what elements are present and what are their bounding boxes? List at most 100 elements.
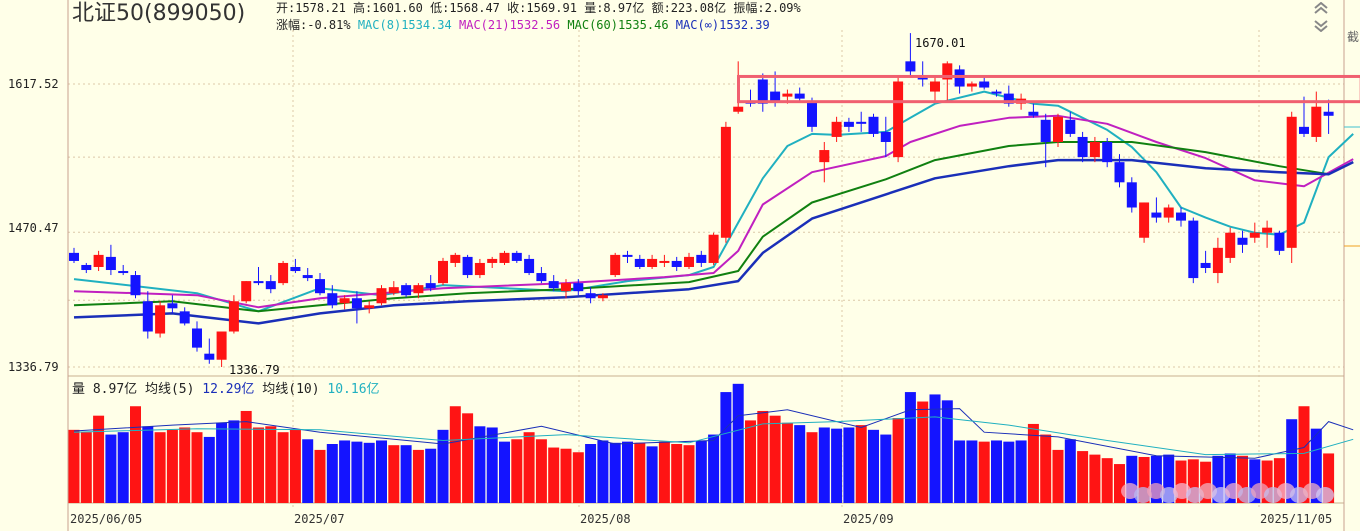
volume-bar [388, 445, 399, 503]
candle-body [192, 328, 202, 347]
candle-body [1090, 142, 1100, 157]
amp-value: 2.09% [765, 1, 801, 15]
vol-legend-label: 量 [72, 382, 85, 397]
volume-bar [142, 426, 153, 503]
candle-body [733, 107, 743, 112]
candle-body [1250, 233, 1260, 238]
volume-bar [179, 427, 190, 503]
volume-bar [105, 435, 116, 503]
candle-body [623, 255, 633, 257]
volume-bar [81, 432, 92, 503]
side-char: 截 [1347, 30, 1359, 44]
volume-bar [1016, 440, 1027, 503]
volume-bar [192, 432, 203, 503]
vol-value: 8.97亿 [603, 1, 644, 15]
candle-body [770, 92, 780, 102]
candle-body [709, 235, 719, 263]
volume-bar [1102, 458, 1113, 503]
mac21-value: 1532.56 [510, 18, 561, 32]
candle-body [352, 298, 362, 308]
candle-body [635, 259, 645, 267]
resistance-box [739, 76, 1360, 101]
candle-body [893, 81, 903, 157]
candle-body [647, 259, 657, 267]
candle-body [278, 263, 288, 283]
candle-body [1176, 213, 1186, 221]
candle-body [1201, 263, 1211, 268]
volume-bar [930, 394, 941, 503]
candle-body [143, 301, 153, 331]
volume-bar [671, 444, 682, 503]
candle-body [389, 287, 399, 293]
candle-body [1164, 208, 1174, 218]
peak-label: 1670.01 [915, 36, 966, 50]
candle-body [266, 281, 276, 289]
candle-body [524, 259, 534, 273]
candle-body [1188, 221, 1198, 278]
volume-bar [966, 440, 977, 503]
y-tick-top: 1617.52 [8, 77, 59, 91]
x-label-sep: 2025/09 [843, 512, 894, 526]
candle-body [782, 94, 792, 97]
volume-bar [880, 435, 891, 503]
mac60-value: 1535.46 [618, 18, 669, 32]
volume-bar [265, 426, 276, 503]
volume-bar [1053, 450, 1064, 503]
highlight-box [739, 76, 1360, 101]
volume-bar [204, 437, 215, 503]
candle-body [930, 81, 940, 91]
scroll-up-icon[interactable] [1312, 2, 1330, 14]
volume-bar [425, 449, 436, 503]
candle-body [1078, 137, 1088, 157]
candle-body [303, 275, 313, 278]
volume-legend: 量 8.97亿 均线(5) 12.29亿 均线(10) 10.16亿 [72, 383, 380, 397]
volume-bar [819, 427, 830, 503]
low-label: 低: [430, 1, 449, 15]
candle-body [832, 122, 842, 137]
volume-bar [782, 423, 793, 503]
volume-bar [167, 430, 178, 503]
vol-label: 量: [584, 1, 603, 15]
candle-body [81, 265, 91, 270]
index-title: 北证50(899050) [72, 0, 245, 28]
candle-body [1139, 202, 1149, 237]
candle-body [672, 261, 682, 267]
candle-body [315, 279, 325, 293]
volume-bar [708, 435, 719, 503]
candle-body [450, 255, 460, 263]
candle-body [1151, 213, 1161, 218]
candle-body [290, 267, 300, 271]
volume-bar [622, 442, 633, 503]
volume-bar [302, 439, 313, 503]
y-tick-bottom: 1336.79 [8, 360, 59, 374]
candle-body [1274, 233, 1284, 251]
volume-bar [278, 432, 289, 503]
candle-body [684, 257, 694, 267]
candle-body [1028, 112, 1038, 116]
x-label-nov: 2025/11/05 [1260, 512, 1332, 526]
volume-bar [499, 442, 510, 503]
candle-body [426, 283, 436, 288]
candle-body [204, 354, 214, 360]
scroll-down-icon[interactable] [1312, 20, 1330, 32]
volume-bar [1003, 442, 1014, 503]
volume-bar [905, 392, 916, 503]
mac8-value: 1534.34 [401, 18, 452, 32]
volume-bar [364, 443, 375, 503]
volume-bar [868, 430, 879, 503]
candle-body [106, 257, 116, 270]
volume-bar [351, 442, 362, 503]
candle-body [180, 311, 190, 323]
amp-label: 振幅: [733, 1, 764, 15]
candle-body [69, 253, 79, 261]
y-tick-mid: 1470.47 [8, 221, 59, 235]
ma5-label: 均线(5) [145, 382, 194, 397]
open-label: 开: [276, 1, 295, 15]
candle-body [869, 117, 879, 134]
candle-body [155, 305, 165, 333]
x-label-jun: 2025/06/05 [70, 512, 142, 526]
volume-bar [93, 416, 104, 503]
volume-bar [327, 444, 338, 503]
